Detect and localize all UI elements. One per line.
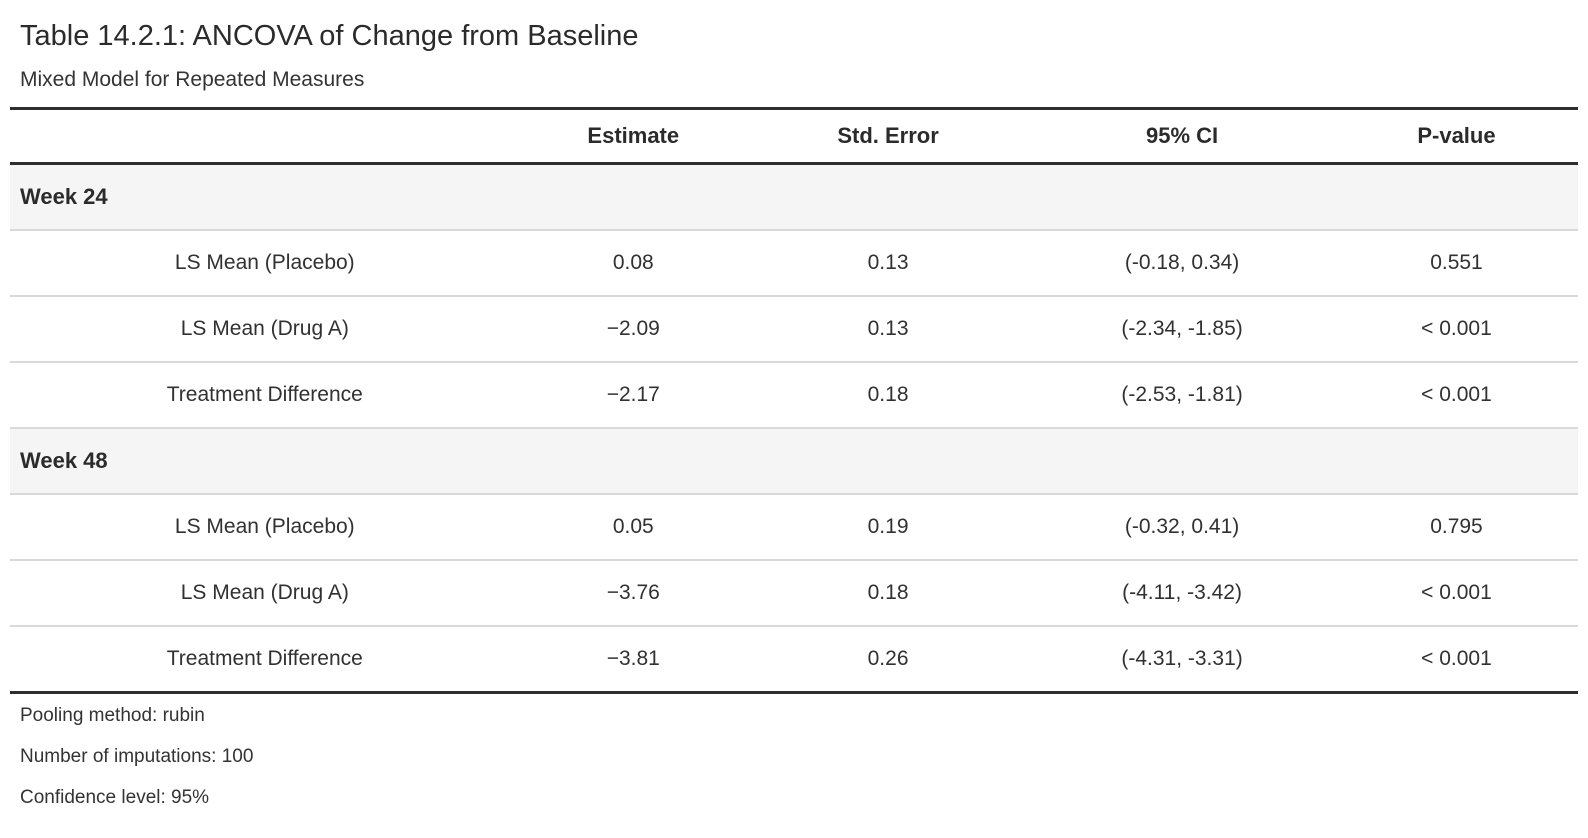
estimate-cell: −3.81 [519,626,747,694]
table-row: Treatment Difference −2.17 0.18 (-2.53, … [10,362,1578,429]
table-header: Estimate Std. Error 95% CI P-value [10,107,1578,165]
ci-cell: (-2.34, -1.85) [1029,296,1335,363]
estimate-cell: −2.09 [519,296,747,363]
column-header-stub [10,107,520,165]
table-title: Table 14.2.1: ANCOVA of Change from Base… [20,20,639,52]
std-error-cell: 0.18 [746,560,1030,627]
footnote-pooling-method: Pooling method: rubin [20,705,205,726]
row-label: LS Mean (Drug A) [10,560,520,627]
p-value-cell: < 0.001 [1334,296,1578,363]
row-label: Treatment Difference [10,626,520,694]
ci-cell: (-4.31, -3.31) [1029,626,1335,694]
column-header-p-value: P-value [1334,107,1578,165]
p-value-cell: < 0.001 [1334,362,1578,429]
row-label: LS Mean (Placebo) [10,494,520,561]
ancova-results-table: Estimate Std. Error 95% CI P-value Week … [10,107,1578,694]
group-row-week-24: Week 24 [10,163,1578,231]
table-row: LS Mean (Drug A) −3.76 0.18 (-4.11, -3.4… [10,560,1578,627]
std-error-cell: 0.26 [746,626,1030,694]
footnote-number-of-imputations: Number of imputations: 100 [20,746,254,767]
std-error-cell: 0.19 [746,494,1030,561]
table-footnotes: Pooling method: rubin Number of imputati… [20,706,1568,808]
column-header-estimate: Estimate [519,107,747,165]
ci-cell: (-4.11, -3.42) [1029,560,1335,627]
estimate-cell: 0.05 [519,494,747,561]
estimate-cell: 0.08 [519,230,747,297]
row-label: Treatment Difference [10,362,520,429]
estimate-cell: −3.76 [519,560,747,627]
p-value-cell: < 0.001 [1334,560,1578,627]
row-label: LS Mean (Drug A) [10,296,520,363]
ci-cell: (-0.32, 0.41) [1029,494,1335,561]
footnote-confidence-level: Confidence level: 95% [20,787,210,808]
header-row: Estimate Std. Error 95% CI P-value [10,107,1578,165]
table-row: LS Mean (Drug A) −2.09 0.13 (-2.34, -1.8… [10,296,1578,363]
column-header-ci: 95% CI [1029,107,1335,165]
table-row: LS Mean (Placebo) 0.05 0.19 (-0.32, 0.41… [10,494,1578,561]
ci-cell: (-0.18, 0.34) [1029,230,1335,297]
row-label: LS Mean (Placebo) [10,230,520,297]
std-error-cell: 0.18 [746,362,1030,429]
p-value-cell: < 0.001 [1334,626,1578,694]
p-value-cell: 0.551 [1334,230,1578,297]
std-error-cell: 0.13 [746,296,1030,363]
std-error-cell: 0.13 [746,230,1030,297]
group-label: Week 48 [10,428,1578,495]
estimate-cell: −2.17 [519,362,747,429]
column-header-std-error: Std. Error [746,107,1030,165]
group-row-week-48: Week 48 [10,428,1578,495]
group-label: Week 24 [10,163,1578,231]
table-body: Week 24 LS Mean (Placebo) 0.08 0.13 (-0.… [10,163,1578,694]
table-row: LS Mean (Placebo) 0.08 0.13 (-0.18, 0.34… [10,230,1578,297]
table-subtitle: Mixed Model for Repeated Measures [20,68,365,91]
ci-cell: (-2.53, -1.81) [1029,362,1335,429]
p-value-cell: 0.795 [1334,494,1578,561]
table-row: Treatment Difference −3.81 0.26 (-4.31, … [10,626,1578,694]
